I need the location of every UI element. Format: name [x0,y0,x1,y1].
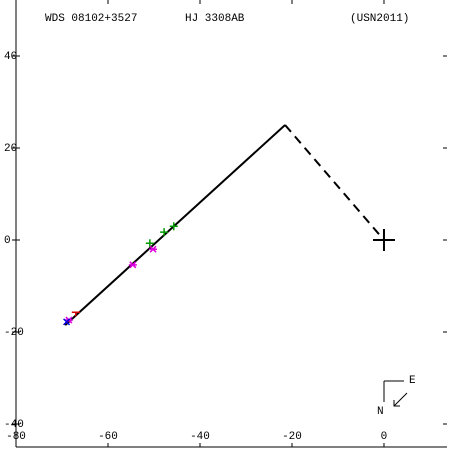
star-name: HJ 3308AB [185,13,245,25]
measurement [128,261,137,269]
y-tick-label: 0 [4,235,11,247]
y-tick-label: -40 [4,419,24,431]
measurement [63,318,71,326]
compass-arrow [393,392,408,407]
compass-e: E [409,375,416,387]
orbit-line [64,124,286,326]
measurement [169,222,178,231]
compass-n: N [377,406,384,418]
y-tick-label: 40 [4,51,17,63]
x-tick-label: -60 [98,431,118,443]
x-tick-label: 0 [381,431,388,443]
compass [383,380,408,407]
measurement [71,311,80,317]
x-tick-label: -40 [190,431,210,443]
y-tick-label: -20 [4,327,24,339]
reference: (USN2011) [350,13,409,25]
x-tick-label: -20 [282,431,302,443]
y-tick-label: 20 [4,143,17,155]
wds-label: WDS 08102+3527 [45,13,137,25]
orbit-line [284,124,385,241]
primary-star [372,229,395,251]
measurement [145,239,154,248]
compass-arrow-head [393,400,400,407]
measurement [160,228,169,237]
measurement [149,245,158,253]
